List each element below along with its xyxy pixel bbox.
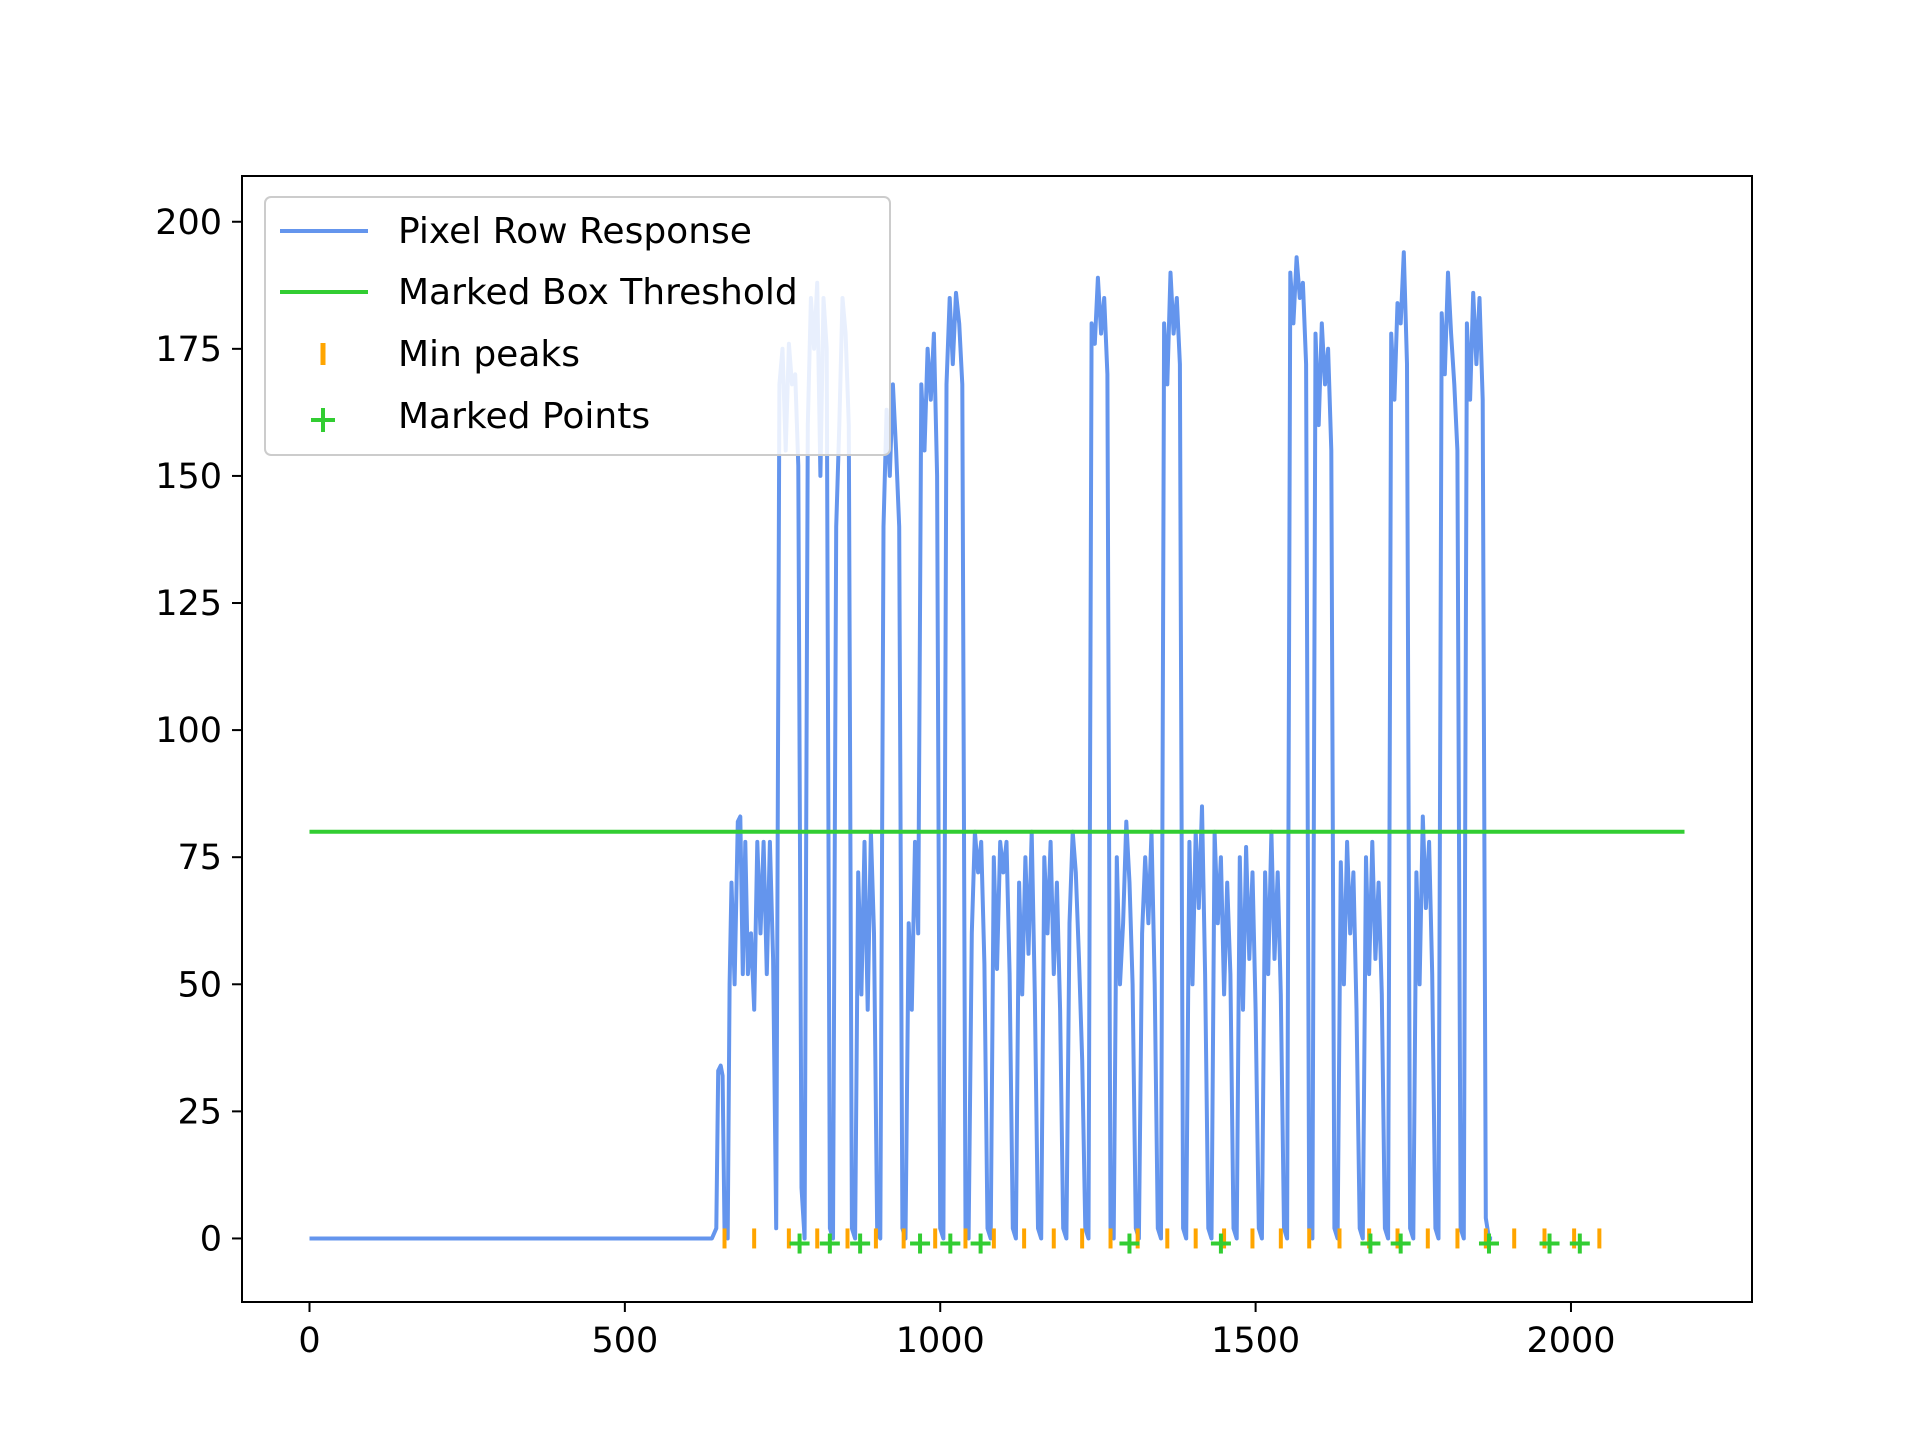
pixel-row-response-line xyxy=(309,250,1493,1241)
y-tick-label: 125 xyxy=(155,584,222,624)
marked-point-marker xyxy=(1390,1233,1411,1254)
legend-label: Marked Box Threshold xyxy=(398,272,798,313)
legend-entry: Pixel Row Response xyxy=(280,211,752,252)
marked-point-marker xyxy=(970,1233,991,1254)
marked-point-marker xyxy=(850,1233,871,1254)
series-layer xyxy=(309,250,1685,1254)
marked-point-marker xyxy=(1539,1233,1560,1254)
marked-point-marker xyxy=(940,1233,961,1254)
y-tick-label: 0 xyxy=(200,1219,222,1259)
legend: Pixel Row Response Marked Box Threshold Mi… xyxy=(264,196,891,456)
y-tick-label: 175 xyxy=(155,330,222,370)
marked-point-marker xyxy=(1569,1233,1590,1254)
y-tick-label: 150 xyxy=(155,457,222,497)
legend-entry: Marked Box Threshold xyxy=(280,272,798,313)
legend-label: Pixel Row Response xyxy=(398,211,752,252)
legend-entry: Marked Points xyxy=(311,396,650,437)
legend-label: Marked Points xyxy=(398,396,650,437)
y-tick-label: 100 xyxy=(155,711,222,751)
marked-point-marker xyxy=(910,1233,931,1254)
y-tick-label: 50 xyxy=(177,965,222,1005)
legend-swatch-marked-points xyxy=(311,408,335,432)
marked-point-marker xyxy=(1119,1233,1140,1254)
axes-frame xyxy=(241,175,1753,1303)
marked-point-marker xyxy=(1210,1233,1231,1254)
marked-point-marker xyxy=(819,1233,840,1254)
legend-entry: Min peaks xyxy=(320,334,580,375)
y-axis: 0 25 50 75 100 125 150 175 200 xyxy=(155,203,242,1259)
marked-point-marker xyxy=(1478,1233,1499,1254)
plot-area xyxy=(309,250,1685,1254)
y-tick-label: 75 xyxy=(177,838,222,878)
y-tick-label: 200 xyxy=(155,203,222,243)
marked-point-marker xyxy=(1360,1233,1381,1254)
x-tick-label: 1000 xyxy=(896,1321,985,1361)
marked-point-marker xyxy=(789,1233,810,1254)
legend-box xyxy=(264,196,891,456)
x-tick-label: 500 xyxy=(591,1321,658,1361)
x-tick-label: 0 xyxy=(298,1321,320,1361)
x-tick-label: 2000 xyxy=(1526,1321,1615,1361)
y-tick-label: 25 xyxy=(177,1092,222,1132)
legend-label: Min peaks xyxy=(398,334,580,375)
x-tick-label: 1500 xyxy=(1211,1321,1300,1361)
x-axis: 0 500 1000 1500 2000 xyxy=(298,1302,1616,1361)
